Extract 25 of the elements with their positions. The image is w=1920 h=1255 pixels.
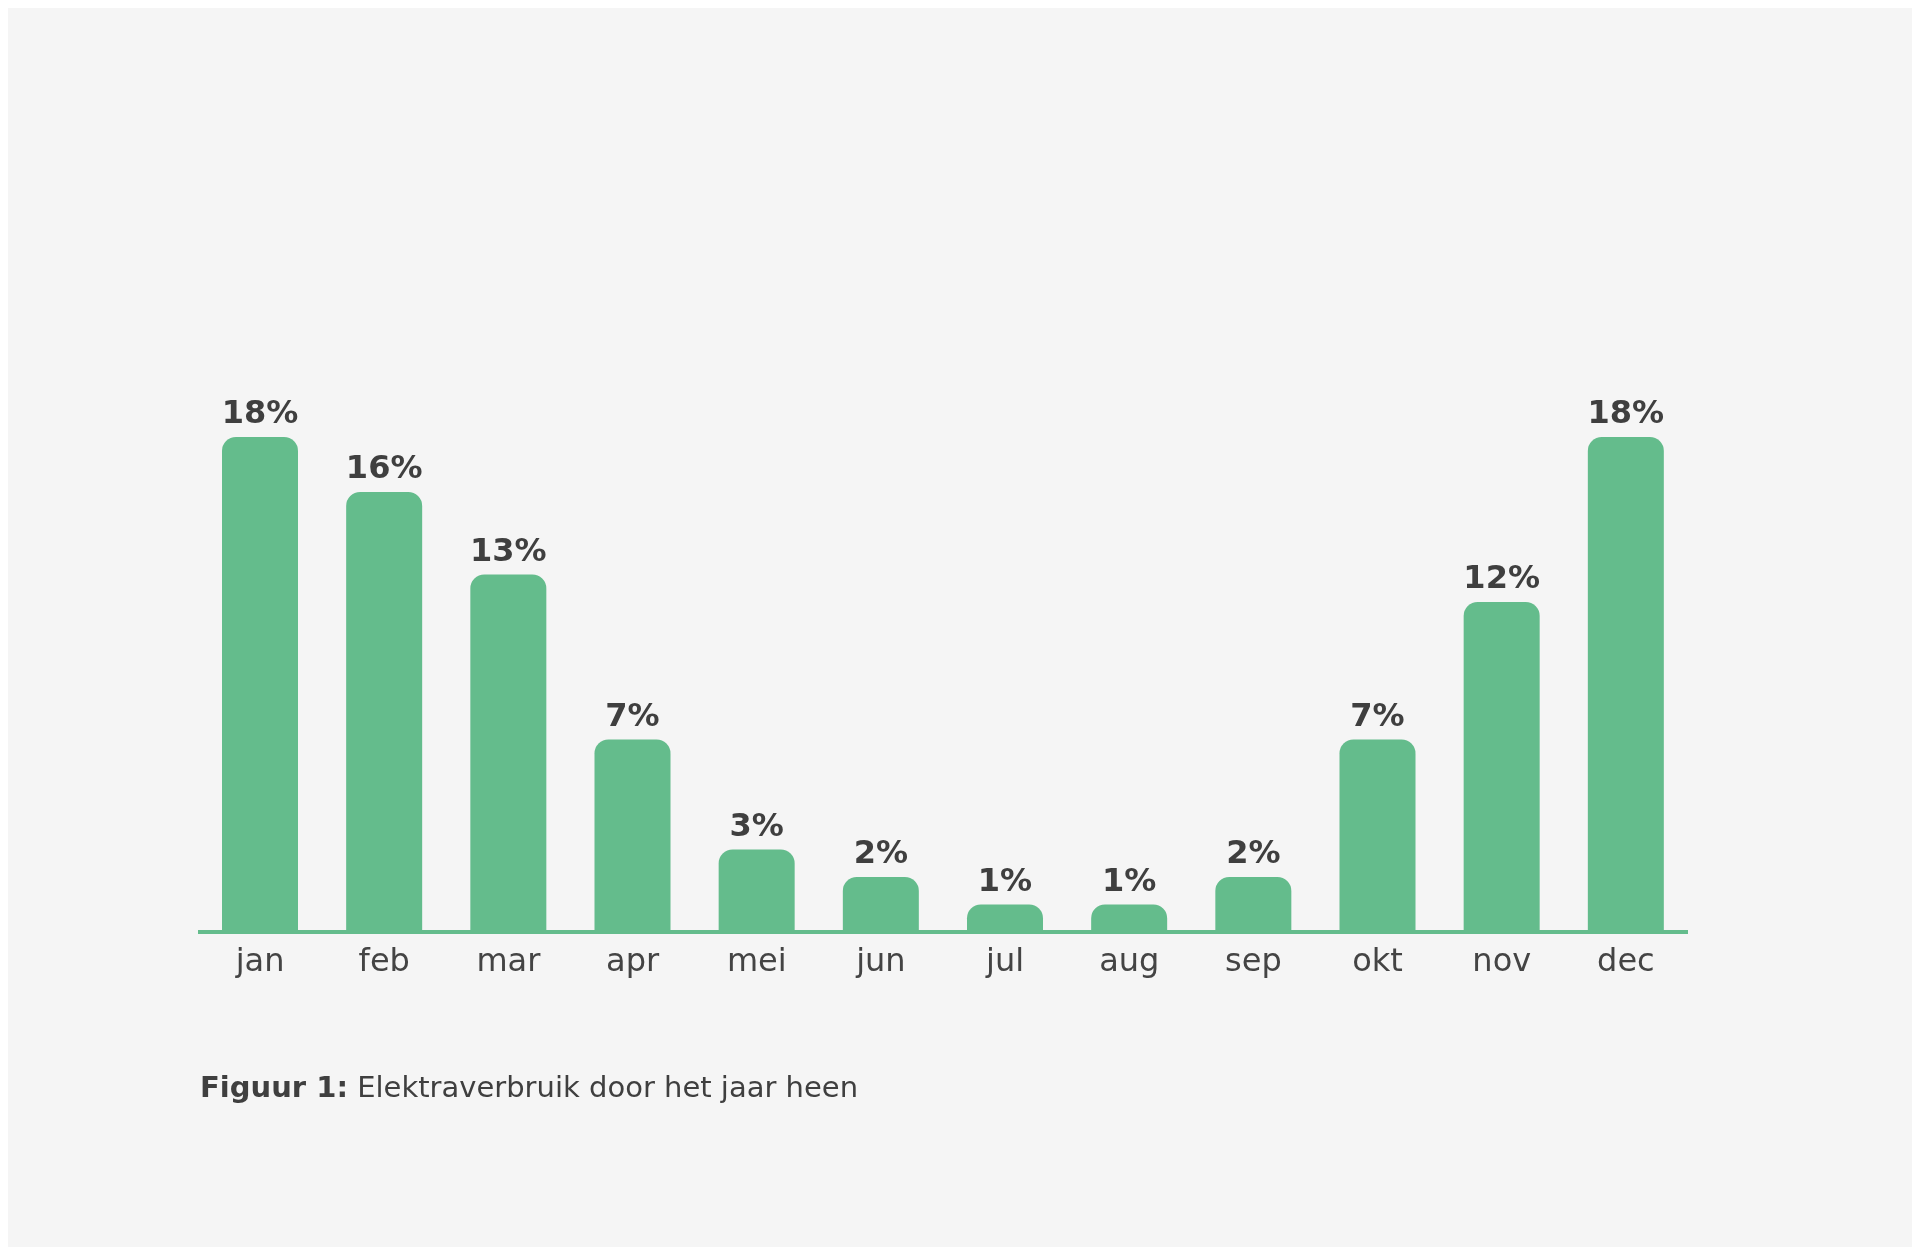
x-tick-label: jun xyxy=(855,940,906,979)
data-label: 18% xyxy=(221,393,299,431)
data-label: 1% xyxy=(1102,860,1157,899)
x-tick-label: aug xyxy=(1099,940,1160,979)
data-label: 1% xyxy=(977,860,1033,899)
x-tick-label: apr xyxy=(606,940,660,979)
data-label: 2% xyxy=(853,833,908,871)
data-label: 12% xyxy=(1463,558,1540,596)
data-label: 18% xyxy=(1587,393,1665,431)
data-label: 7% xyxy=(1350,695,1405,734)
data-label: 2% xyxy=(1226,833,1281,871)
x-tick-label: mar xyxy=(476,940,542,979)
x-tick-label: jan xyxy=(234,940,285,979)
x-tick-label: mei xyxy=(726,940,787,979)
text: Figuur 1: Elektraverbruik door het jaar heen xyxy=(200,1070,859,1104)
data-label: 13% xyxy=(470,530,547,569)
x-tick-label: dec xyxy=(1597,940,1655,979)
x-tick-label: sep xyxy=(1225,940,1282,979)
x-tick-label: okt xyxy=(1352,940,1403,979)
data-label: 7% xyxy=(605,695,660,734)
data-label: 16% xyxy=(345,448,423,486)
x-tick-label: feb xyxy=(358,940,410,979)
data-label: 3% xyxy=(729,805,784,844)
x-tick-label: nov xyxy=(1472,940,1532,979)
x-tick-label: jul xyxy=(985,940,1025,979)
